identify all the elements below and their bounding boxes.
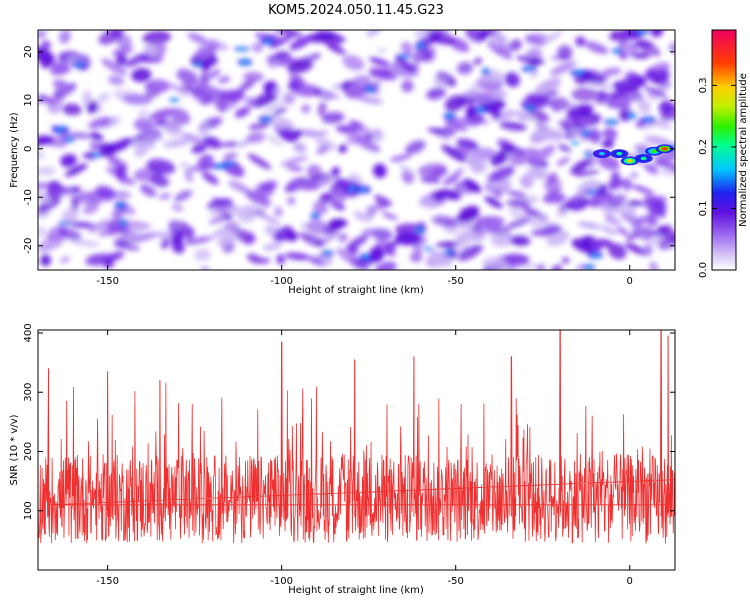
snr-ytick-label: 400 <box>23 323 34 342</box>
snr-frame <box>37 329 676 571</box>
colorbar-tick-label: 0.0 <box>698 262 709 278</box>
spectrogram-xtick-label: -100 <box>270 276 293 287</box>
colorbar-tick-label: 0.1 <box>698 201 709 217</box>
snr-ylabel: SNR (10 * v/v) <box>9 414 20 485</box>
spectrogram-ylabel: Frequency (Hz) <box>9 112 20 188</box>
snr-xtick-label: 0 <box>627 576 633 587</box>
snr-ytick-label: 100 <box>23 501 34 520</box>
spectrogram-axes: -150 -100 -50 0 20 10 0 -10 -20 <box>23 30 675 287</box>
spectrogram-panel: -150 -100 -50 0 20 10 0 -10 -20 Height of straig… <box>9 29 676 296</box>
snr-xtick-label: -100 <box>270 576 293 587</box>
snr-axes: -150 -100 -50 0 100 200 300 400 <box>23 323 675 587</box>
spectrogram-ytick-label: -20 <box>23 238 34 254</box>
spectrogram-frame <box>37 29 676 271</box>
spectrogram-ytick-label: 0 <box>23 146 34 152</box>
heatmap-feature-peak-1 <box>616 151 623 156</box>
spectrogram-xtick-label: 0 <box>627 276 633 287</box>
snr-panel: -150 -100 -50 0 100 200 300 400 Height of strai… <box>9 323 676 596</box>
heatmap-feature-peak-4 <box>651 149 658 154</box>
spectrogram-xtick-label: -50 <box>448 276 464 287</box>
snr-peaks <box>47 330 669 517</box>
spectrogram-blobs <box>38 30 675 270</box>
chart-title: KOM5.2024.050.11.45.G23 <box>268 3 444 18</box>
snr-ytick-label: 300 <box>23 383 34 402</box>
spectrogram-ytick-label: 20 <box>23 45 34 58</box>
snr-xlabel: Height of straight line (km) <box>288 585 424 596</box>
heatmap-feature-peak-3 <box>640 156 647 161</box>
snr-ytick-label: 200 <box>23 442 34 461</box>
snr-series-line <box>38 330 675 544</box>
colorbar-tick-label: 0.2 <box>698 139 709 155</box>
snr-background <box>38 330 675 570</box>
colorbar-tick-label: 0.3 <box>698 77 709 93</box>
heatmap-feature-peak-5 <box>661 146 668 151</box>
colorbar-frame <box>711 29 737 271</box>
spectrogram-ytick-label: -10 <box>23 189 34 205</box>
spectrogram-xlabel: Height of straight line (km) <box>288 285 424 296</box>
heatmap-feature-peak-0 <box>598 151 605 156</box>
spectrogram-xtick-label: -150 <box>96 276 119 287</box>
heatmap-feature-peak-2 <box>626 159 633 163</box>
colorbar-gradient <box>712 30 736 270</box>
colorbar: 0.0 0.1 0.2 0.3 Normalized spectral amplitu… <box>698 29 749 278</box>
spectrogram-ytick-label: 10 <box>23 94 34 107</box>
colorbar-ticks: 0.0 0.1 0.2 0.3 <box>698 77 736 278</box>
colorbar-label: Normalized spectral amplitude <box>738 73 749 227</box>
snr-xtick-label: -150 <box>96 576 119 587</box>
snr-xtick-label: -50 <box>448 576 464 587</box>
